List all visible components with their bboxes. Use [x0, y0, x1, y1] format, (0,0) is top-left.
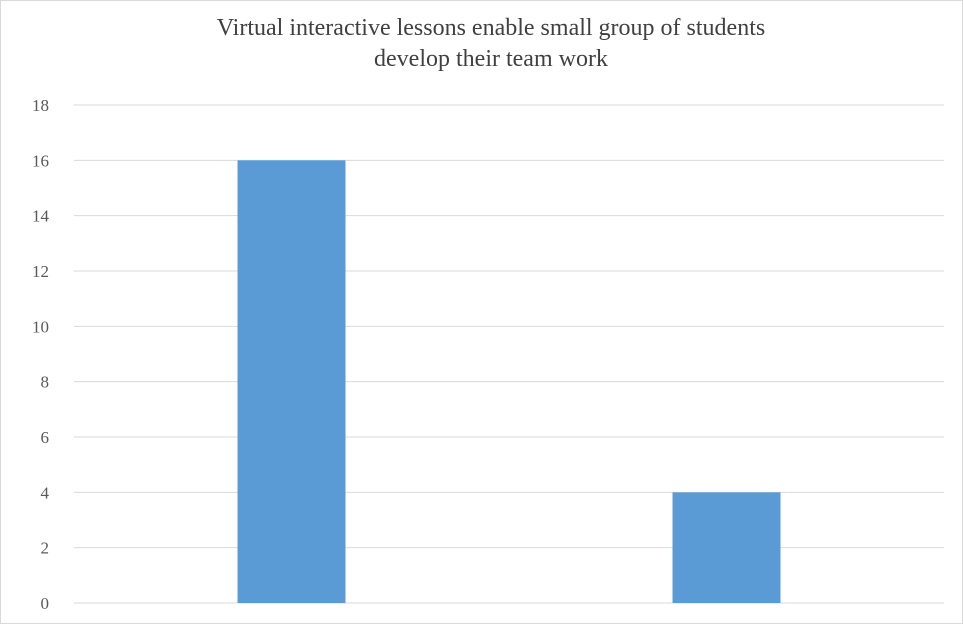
bars [237, 160, 781, 604]
bar-1 [237, 160, 346, 604]
y-tick-label: 18 [32, 96, 49, 115]
y-tick-label: 2 [41, 539, 50, 558]
y-tick-label: 10 [32, 317, 49, 336]
y-tick-label: 14 [32, 207, 50, 226]
bar-2 [672, 492, 781, 603]
y-tick-label: 16 [32, 151, 49, 170]
y-tick-label: 12 [32, 262, 49, 281]
chart-title: Virtual interactive lessons enable small… [216, 15, 766, 72]
gridlines [74, 104, 944, 604]
y-tick-label: 0 [41, 594, 50, 613]
y-tick-label: 4 [41, 483, 50, 502]
y-tick-label: 8 [41, 373, 50, 392]
y-tick-label: 6 [41, 428, 50, 447]
y-axis-tick-labels: 0 2 4 6 8 10 12 14 16 18 [32, 96, 50, 613]
